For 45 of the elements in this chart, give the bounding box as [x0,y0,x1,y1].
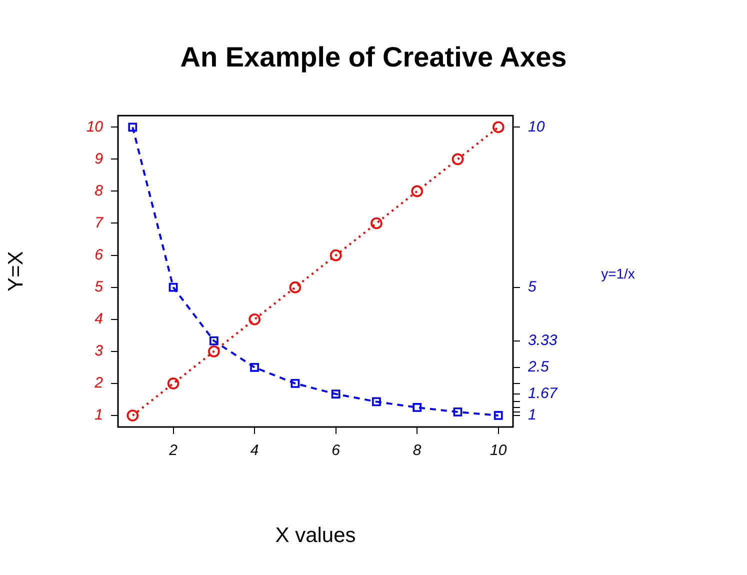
point [250,362,259,372]
point [494,411,503,420]
point [248,313,260,326]
y2-tick-label: 1.67 [528,385,558,402]
y-tick-label: 7 [94,214,104,232]
y-tick-label: 1 [94,406,103,424]
point [168,282,178,292]
point [126,410,139,422]
y2-tick-label: 3.33 [528,332,558,349]
y-tick-label: 6 [94,246,104,264]
y-tick-label: 4 [94,310,103,328]
point [452,153,464,166]
x-tick-label: 6 [332,442,341,460]
y2-tick-label: 5 [528,278,537,296]
y-tick-label: 3 [94,342,104,360]
y2-tick-label: 10 [528,118,546,136]
point [412,403,422,412]
point [290,378,300,388]
x-tick-label: 2 [168,442,178,460]
point [209,336,218,346]
point [128,122,138,132]
x-tick-label: 4 [250,442,259,460]
point [289,281,302,294]
y-tick-label: 9 [94,150,104,168]
x-tick-label: 8 [412,442,422,460]
y-tick-label: 2 [94,374,104,392]
x-tick-label: 10 [490,442,508,460]
y2-tick-label: 2.5 [527,358,550,376]
point [331,390,340,398]
y-axis-title: Y=X [4,251,28,292]
y2-tick-label: 1 [528,406,536,424]
point [372,397,381,406]
point [330,249,342,262]
y-tick-label: 10 [86,118,104,136]
point [208,345,220,358]
point [492,121,504,134]
point [370,217,382,230]
point [411,185,423,198]
chart-title: An Example of Creative Axes [180,42,567,73]
y2-axis-title: y=1/x [601,265,635,282]
point [167,378,180,390]
y-tick-label: 5 [94,278,104,296]
x-axis-title: X values [275,524,356,548]
y-tick-label: 8 [94,182,104,200]
point [453,408,462,416]
